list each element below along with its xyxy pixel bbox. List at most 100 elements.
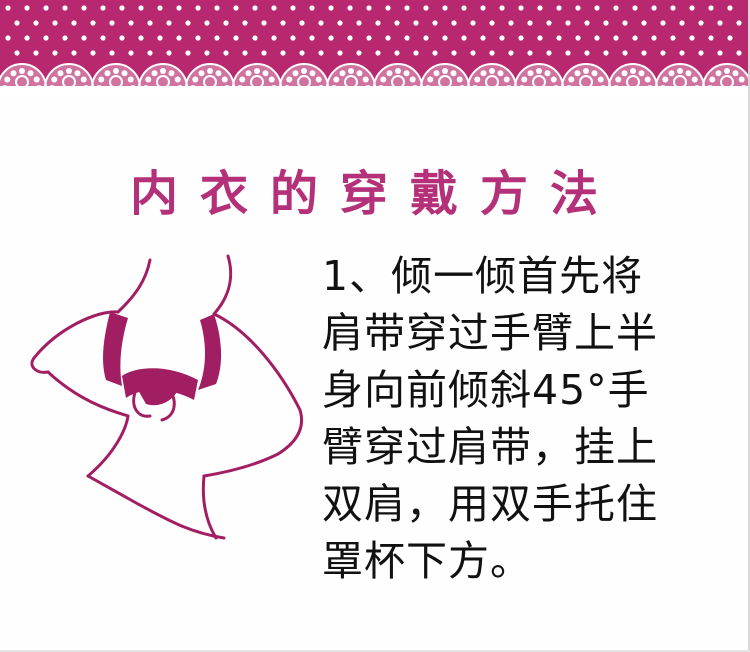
banner-dot	[309, 35, 315, 41]
banner-dot	[62, 5, 68, 11]
banner-dot	[176, 5, 182, 11]
banner-dot	[641, 50, 647, 56]
banner-dot	[423, 5, 429, 11]
banner-dot	[679, 20, 685, 26]
banner-dot	[71, 20, 77, 26]
banner-dot	[185, 50, 191, 56]
banner-dot	[613, 35, 619, 41]
banner-dot	[527, 50, 533, 56]
banner-dot	[651, 5, 657, 11]
banner-dot	[556, 35, 562, 41]
lace-scallop	[90, 63, 142, 91]
banner-dot	[90, 50, 96, 56]
banner-dot	[603, 20, 609, 26]
banner-dot	[147, 50, 153, 56]
banner-dot	[622, 20, 628, 26]
banner-dot	[480, 5, 486, 11]
page-title: 内衣的穿戴方法	[129, 166, 620, 223]
banner-dot	[575, 35, 581, 41]
banner-dot	[280, 50, 286, 56]
banner-dot	[328, 35, 334, 41]
banner-dot	[736, 50, 742, 56]
banner-dot	[147, 20, 153, 26]
banner-dot	[109, 20, 115, 26]
banner-dot	[670, 5, 676, 11]
banner-dot	[318, 50, 324, 56]
banner-dot	[679, 50, 685, 56]
banner-dot	[252, 5, 258, 11]
banner-dot	[52, 20, 58, 26]
banner-dot	[489, 20, 495, 26]
banner-dot	[204, 20, 210, 26]
banner-dot	[670, 35, 676, 41]
banner-dot	[508, 20, 514, 26]
banner-dot	[432, 20, 438, 26]
banner-dot	[651, 35, 657, 41]
lace-scallop	[513, 63, 565, 91]
banner-dot	[708, 5, 714, 11]
banner-dot	[394, 50, 400, 56]
banner-dot	[451, 20, 457, 26]
banner-dot	[290, 5, 296, 11]
lace-scallop	[372, 63, 424, 91]
banner-dot	[14, 20, 20, 26]
banner-dot	[176, 35, 182, 41]
woman-putting-on-bra-illustration	[30, 254, 303, 540]
banner-dot	[290, 35, 296, 41]
banner-dot	[366, 35, 372, 41]
banner-dot	[5, 35, 11, 41]
page-bottom-edge	[0, 650, 750, 652]
banner-dot	[90, 20, 96, 26]
banner-dot	[318, 20, 324, 26]
banner-dot	[100, 5, 106, 11]
banner-dot	[24, 35, 30, 41]
banner-dot	[613, 5, 619, 11]
banner-dot	[138, 35, 144, 41]
banner-dot	[119, 35, 125, 41]
banner-dot	[252, 35, 258, 41]
lace-scallop	[560, 63, 612, 91]
banner-dot	[727, 35, 733, 41]
banner-dot	[119, 5, 125, 11]
banner-dot	[299, 50, 305, 56]
banner-dot	[233, 35, 239, 41]
banner-dot	[698, 50, 704, 56]
lace-scallop	[419, 63, 471, 91]
banner-dot	[641, 20, 647, 26]
banner-dot	[594, 5, 600, 11]
banner-dot	[632, 5, 638, 11]
banner-dot	[689, 35, 695, 41]
banner-dot	[499, 35, 505, 41]
banner-dot	[470, 20, 476, 26]
banner-dot	[43, 5, 49, 11]
banner-dot	[128, 20, 134, 26]
banner-dot	[603, 50, 609, 56]
banner-dot	[157, 5, 163, 11]
banner-dot	[584, 50, 590, 56]
banner-dot	[632, 35, 638, 41]
banner-dot	[347, 35, 353, 41]
banner-dot	[233, 5, 239, 11]
banner-dot	[271, 35, 277, 41]
banner-dot	[242, 50, 248, 56]
banner-dot	[508, 50, 514, 56]
banner-dot	[537, 5, 543, 11]
banner-dot	[413, 50, 419, 56]
banner-dot	[185, 20, 191, 26]
banner-dot	[423, 35, 429, 41]
banner-dot	[195, 5, 201, 11]
banner-dot	[366, 5, 372, 11]
banner-dot	[109, 50, 115, 56]
banner-dot	[309, 5, 315, 11]
banner-dot	[81, 5, 87, 11]
banner-dot	[204, 50, 210, 56]
banner-dot	[52, 50, 58, 56]
banner-dot	[43, 35, 49, 41]
lace-scallop	[278, 63, 330, 91]
banner-dot	[461, 35, 467, 41]
banner-dot	[347, 5, 353, 11]
banner-dot	[546, 20, 552, 26]
banner-dot	[337, 20, 343, 26]
banner-dot	[81, 35, 87, 41]
